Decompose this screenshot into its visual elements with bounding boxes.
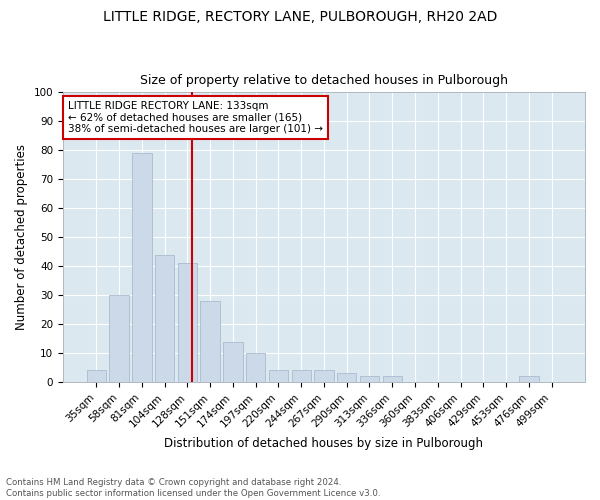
Bar [360,376,379,382]
Bar [86,370,106,382]
Bar [246,353,265,382]
Bar [269,370,288,382]
Bar [292,370,311,382]
Bar [314,370,334,382]
Bar [223,342,242,382]
Bar [337,374,356,382]
Bar [383,376,402,382]
Bar [178,264,197,382]
Bar [519,376,539,382]
Bar [132,153,152,382]
Title: Size of property relative to detached houses in Pulborough: Size of property relative to detached ho… [140,74,508,87]
Bar [200,301,220,382]
X-axis label: Distribution of detached houses by size in Pulborough: Distribution of detached houses by size … [164,437,484,450]
Bar [109,295,129,382]
Text: LITTLE RIDGE RECTORY LANE: 133sqm
← 62% of detached houses are smaller (165)
38%: LITTLE RIDGE RECTORY LANE: 133sqm ← 62% … [68,101,323,134]
Text: Contains HM Land Registry data © Crown copyright and database right 2024.
Contai: Contains HM Land Registry data © Crown c… [6,478,380,498]
Bar [155,254,174,382]
Text: LITTLE RIDGE, RECTORY LANE, PULBOROUGH, RH20 2AD: LITTLE RIDGE, RECTORY LANE, PULBOROUGH, … [103,10,497,24]
Y-axis label: Number of detached properties: Number of detached properties [15,144,28,330]
